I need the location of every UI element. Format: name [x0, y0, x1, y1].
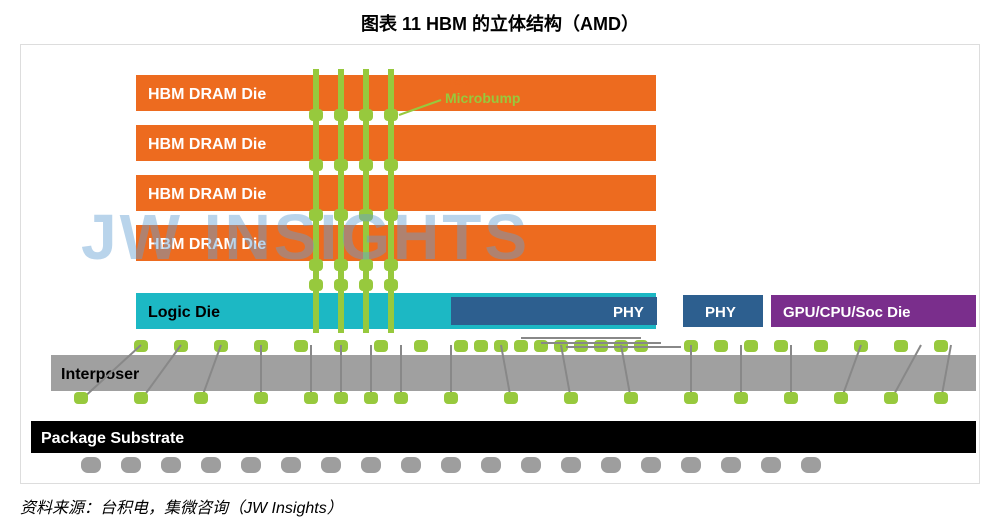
- hbm-diagram: HBM DRAM Die HBM DRAM Die HBM DRAM Die HBM …: [20, 44, 980, 484]
- svg-text:PHY: PHY: [705, 304, 736, 321]
- svg-text:Package Substrate: Package Substrate: [41, 430, 184, 447]
- figure-title: 图表 11 HBM 的立体结构（AMD）: [20, 10, 980, 36]
- svg-text:Microbump: Microbump: [445, 90, 520, 106]
- svg-text:GPU/CPU/Soc Die: GPU/CPU/Soc Die: [783, 304, 911, 321]
- svg-text:HBM DRAM Die: HBM DRAM Die: [148, 136, 266, 153]
- svg-text:Interposer: Interposer: [61, 366, 139, 383]
- source-line: 资料来源：台积电，集微咨询（JW Insights）: [20, 494, 980, 518]
- svg-text:HBM DRAM Die: HBM DRAM Die: [148, 236, 266, 253]
- svg-text:TSV: TSV: [445, 72, 473, 88]
- svg-text:HBM DRAM Die: HBM DRAM Die: [148, 86, 266, 103]
- svg-text:HBM DRAM Die: HBM DRAM Die: [148, 186, 266, 203]
- svg-text:PHY: PHY: [613, 304, 644, 321]
- diagram-svg: HBM DRAM Die HBM DRAM Die HBM DRAM Die HBM …: [21, 45, 980, 484]
- svg-text:Logic Die: Logic Die: [148, 304, 220, 321]
